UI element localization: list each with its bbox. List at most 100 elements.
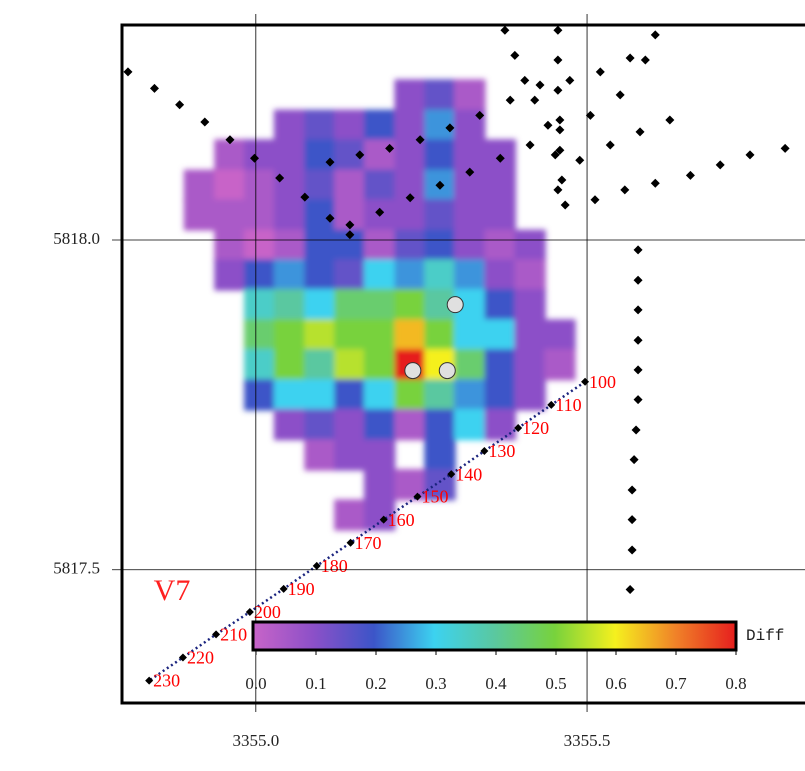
track-station [615, 90, 625, 100]
heat-cell [304, 139, 336, 171]
heat-cell [183, 169, 216, 201]
heat-cell [424, 139, 456, 171]
track-station [525, 140, 535, 150]
profile-station [480, 447, 489, 456]
track-station [510, 50, 520, 60]
track-station [435, 180, 445, 190]
colorbar-tick-label: 0.2 [365, 674, 386, 693]
profile-label: 180 [321, 556, 348, 576]
track-station [553, 25, 563, 35]
track-station [635, 127, 645, 137]
track-station [505, 95, 515, 105]
track-station [520, 75, 530, 85]
heat-cell [304, 348, 336, 381]
profile-station [312, 561, 321, 570]
track-station [555, 115, 565, 125]
heat-cell [484, 288, 517, 321]
heat-cell [363, 169, 396, 201]
heat-cell [273, 229, 306, 261]
track-station [345, 230, 355, 240]
track-station [375, 207, 385, 217]
heat-cell [214, 259, 246, 291]
heat-cell [334, 319, 366, 351]
heat-cell [454, 79, 486, 111]
track-station [629, 455, 639, 465]
track-station [553, 85, 563, 95]
heat-cell [244, 348, 276, 381]
heat-cell [244, 169, 276, 201]
track-station [650, 178, 660, 188]
track-station [633, 365, 643, 375]
profile-station [212, 630, 221, 639]
heat-cell [454, 199, 486, 231]
x-tick-label: 3355.0 [232, 731, 279, 750]
heat-cell [454, 259, 486, 291]
profile-label: 160 [388, 510, 415, 530]
colorbar-label: Diff [746, 627, 784, 645]
heat-cell [244, 199, 276, 231]
track-station [535, 80, 545, 90]
heat-cell [363, 409, 396, 441]
colorbar-tick-label: 0.3 [425, 674, 446, 693]
heat-cell [394, 229, 426, 261]
heat-cell [454, 379, 486, 411]
heat-cell [424, 259, 456, 291]
heat-cell [484, 348, 517, 381]
track-station [445, 123, 455, 133]
heat-cell [363, 319, 396, 351]
profile-label: 220 [187, 648, 214, 668]
heat-cell [273, 348, 306, 381]
track-station [553, 55, 563, 65]
heat-cell [363, 139, 396, 171]
track-station [555, 145, 565, 155]
colorbar-tick-label: 0.0 [245, 674, 266, 693]
heat-cell [484, 199, 517, 231]
track-station [415, 135, 425, 145]
track-station [627, 515, 637, 525]
heat-cell [304, 379, 336, 411]
colorbar-tick-label: 0.5 [545, 674, 566, 693]
axes: 3355.0 3355.5 5818.0 5817.5 [53, 14, 805, 750]
profile-station [413, 492, 422, 501]
heat-cell [363, 288, 396, 321]
heat-cell [424, 79, 456, 111]
heat-cell [484, 409, 517, 441]
heat-cell [273, 379, 306, 411]
profile-label: 230 [153, 671, 180, 691]
colorbar-tick-label: 0.8 [725, 674, 746, 693]
profile-label: 110 [555, 395, 581, 415]
heat-cell [214, 199, 246, 231]
heat-cell [244, 288, 276, 321]
heat-cell [334, 379, 366, 411]
heat-cell [454, 139, 486, 171]
track-station [465, 167, 475, 177]
heat-cell [214, 229, 246, 261]
heat-cell [244, 229, 276, 261]
track-station [590, 195, 600, 205]
heat-cell [304, 229, 336, 261]
heat-cell [183, 199, 216, 231]
track-station [500, 25, 510, 35]
track-station [640, 55, 650, 65]
colorbar-tick-label: 0.1 [305, 674, 326, 693]
track-station [745, 150, 755, 160]
heat-cell [484, 259, 517, 291]
heat-cell [214, 139, 246, 171]
track-station [633, 335, 643, 345]
colorbar-tick-label: 0.4 [485, 674, 507, 693]
heat-cell [394, 469, 426, 501]
heat-cell [544, 319, 576, 351]
profile-label: 150 [421, 487, 448, 507]
profile-label: 210 [220, 625, 247, 645]
heat-cell [484, 169, 517, 201]
site-marker [404, 362, 422, 380]
track-station [225, 135, 235, 145]
track-station [595, 67, 605, 77]
track-station [715, 160, 725, 170]
heat-cell [394, 288, 426, 321]
profile-label: 190 [288, 579, 315, 599]
heat-cell [363, 109, 396, 141]
track-station [355, 150, 365, 160]
heat-cell [363, 469, 396, 501]
profile-label: 140 [455, 464, 482, 484]
